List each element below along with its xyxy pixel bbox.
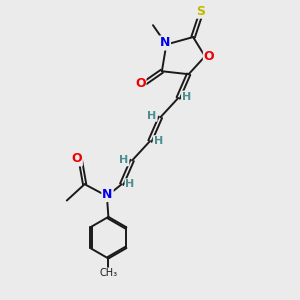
Text: H: H <box>182 92 191 101</box>
Text: CH₃: CH₃ <box>99 268 118 278</box>
Text: O: O <box>204 50 214 63</box>
Text: N: N <box>102 188 113 201</box>
Text: O: O <box>135 76 146 90</box>
Text: O: O <box>71 152 82 165</box>
Text: H: H <box>125 179 135 189</box>
Text: N: N <box>160 37 170 50</box>
Text: H: H <box>148 111 157 121</box>
Text: S: S <box>196 5 205 18</box>
Text: H: H <box>154 136 163 146</box>
Text: H: H <box>119 155 128 165</box>
